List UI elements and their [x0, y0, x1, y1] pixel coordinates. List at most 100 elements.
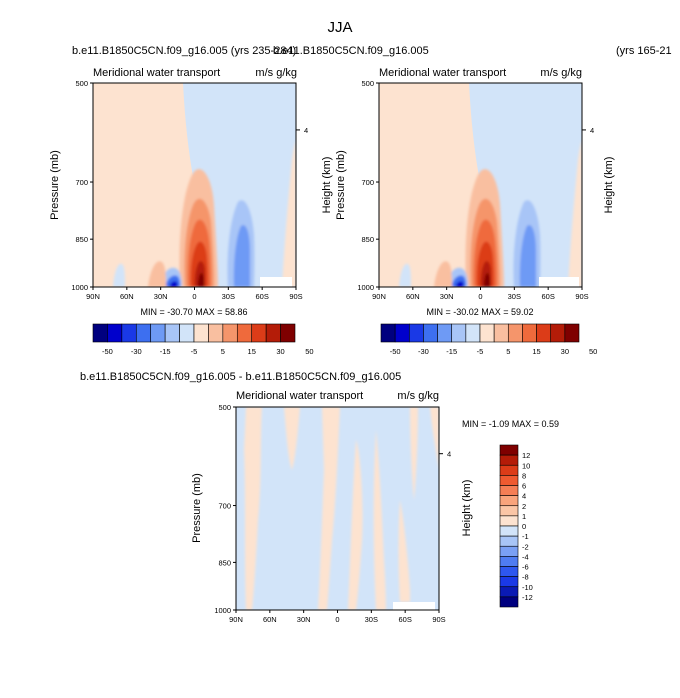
- colorbar-label: 30: [561, 347, 569, 356]
- x-tick-label: 60S: [398, 615, 411, 624]
- colorbar-box: [265, 323, 281, 343]
- panel-a-minmax: MIN = -30.70 MAX = 58.86: [140, 307, 247, 317]
- colorbar-box: [499, 495, 519, 507]
- panel-b-colorbar: -50 -30 -15 -5 5 15 30 50: [380, 323, 597, 356]
- colorbar-box: [499, 576, 519, 588]
- colorbar-label: 6: [522, 482, 526, 491]
- colorbar-label: 50: [589, 347, 597, 356]
- x-tick-label: 60N: [263, 615, 277, 624]
- right-tick-label: 4: [447, 450, 451, 459]
- colorbar-box: [499, 454, 519, 466]
- panel-a-ylabel: Pressure (mb): [49, 150, 61, 220]
- colorbar-box: [499, 586, 519, 598]
- y-tick-label: 700: [361, 178, 374, 187]
- y-tick-label: 500: [75, 79, 88, 88]
- colorbar-label: -15: [446, 347, 457, 356]
- y-tick-label: 1000: [214, 606, 231, 615]
- panel-b-left-string: Meridional water transport: [379, 67, 506, 79]
- colorbar-label: -2: [522, 542, 529, 551]
- panel-c-ylabel: Pressure (mb): [191, 473, 203, 543]
- colorbar-label: 12: [522, 451, 530, 460]
- y-tick-label: 850: [361, 235, 374, 244]
- x-tick-label: 90N: [372, 292, 386, 301]
- panel-a: Meridional water transport m/s g/kg: [49, 67, 333, 356]
- x-tick-label: 30S: [222, 292, 235, 301]
- x-tick-label: 0: [478, 292, 482, 301]
- panel-c-left-string: Meridional water transport: [236, 390, 363, 402]
- colorbar-label: -5: [477, 347, 484, 356]
- colorbar-label: -6: [522, 563, 529, 572]
- colorbar-box: [150, 323, 166, 343]
- y-tick-label: 500: [218, 403, 231, 412]
- panel-c-right-string: m/s g/kg: [397, 390, 439, 402]
- colorbar-box: [236, 323, 253, 343]
- colorbar-box: [493, 323, 509, 343]
- colorbar-box: [499, 596, 519, 608]
- colorbar-box: [479, 323, 495, 343]
- colorbar-box: [564, 323, 580, 343]
- colorbar-box: [164, 323, 180, 343]
- panel-c: Meridional water transport m/s g/kg 90N 6…: [191, 390, 559, 624]
- colorbar-box: [179, 323, 195, 343]
- panel-b-field: [379, 83, 582, 287]
- top-right-subtitle: b.e11.B1850C5CN.f09_g16.005: [273, 45, 429, 57]
- colorbar-box: [536, 323, 552, 343]
- colorbar-label: -4: [522, 552, 529, 561]
- colorbar-label: 2: [522, 502, 526, 511]
- x-tick-label: 90S: [432, 615, 445, 624]
- figure-title: JJA: [327, 19, 352, 36]
- panel-c-axes: 90N 60N 30N 0 30S 60S 90S 500 700 850 1000 4: [214, 403, 451, 624]
- panel-b-right-ylabel: Height (km): [603, 157, 615, 214]
- colorbar-label: 4: [522, 492, 526, 501]
- colorbar-box: [107, 323, 123, 343]
- x-tick-label: 90N: [86, 292, 100, 301]
- colorbar-box: [499, 556, 519, 567]
- colorbar-label: 10: [522, 461, 530, 470]
- colorbar-box: [135, 323, 152, 343]
- panel-a-field: [93, 83, 296, 287]
- colorbar-box: [499, 515, 519, 527]
- colorbar-box: [380, 323, 396, 343]
- y-tick-label: 700: [218, 502, 231, 511]
- panel-a-left-string: Meridional water transport: [93, 67, 220, 79]
- panel-c-field: [236, 407, 439, 610]
- colorbar-box: [499, 475, 519, 486]
- colorbar-box: [437, 323, 453, 343]
- panel-a-colorbar: -50 -30 -15 -5 5 15 30 50: [92, 323, 314, 356]
- colorbar-box: [499, 566, 519, 577]
- panel-b-axes: 90N 60N 30N 0 30S 60S 90S 500 700 850 1000 4: [357, 79, 594, 301]
- colorbar-box: [451, 323, 467, 343]
- x-tick-label: 0: [192, 292, 196, 301]
- y-tick-label: 1000: [71, 283, 88, 292]
- colorbar-box: [423, 323, 438, 343]
- x-tick-label: 60S: [541, 292, 554, 301]
- colorbar-label: -10: [522, 583, 533, 592]
- y-tick-label: 1000: [357, 283, 374, 292]
- colorbar-box: [251, 323, 267, 343]
- colorbar-box: [499, 444, 519, 456]
- y-tick-label: 850: [218, 558, 231, 567]
- colorbar-box: [394, 323, 410, 343]
- x-tick-label: 90S: [575, 292, 588, 301]
- colorbar-box: [121, 323, 137, 343]
- colorbar-box: [499, 525, 519, 537]
- colorbar-label: 15: [532, 347, 540, 356]
- x-tick-label: 90N: [229, 615, 243, 624]
- colorbar-label: -15: [160, 347, 171, 356]
- panel-c-minmax: MIN = -1.09 MAX = 0.59: [462, 419, 559, 429]
- panel-a-axes: 90N 60N 30N 0 30S 60S 90S 500 700 850 1000 4: [71, 79, 308, 301]
- colorbar-label: -50: [102, 347, 113, 356]
- colorbar-box: [465, 323, 481, 343]
- colorbar-box: [208, 323, 224, 343]
- colorbar-label: 1: [522, 512, 526, 521]
- x-tick-label: 60N: [406, 292, 420, 301]
- right-tick-label: 4: [590, 126, 594, 135]
- x-tick-label: 0: [335, 615, 339, 624]
- colorbar-label: 30: [276, 347, 284, 356]
- colorbar-label: -8: [522, 573, 529, 582]
- colorbar-label: 8: [522, 471, 526, 480]
- bottom-subtitle: b.e11.B1850C5CN.f09_g16.005 - b.e11.B185…: [80, 371, 401, 383]
- panel-c-right-ylabel: Height (km): [461, 480, 473, 537]
- top-left-subtitle: b.e11.B1850C5CN.f09_g16.005 (yrs 235-284…: [72, 45, 296, 57]
